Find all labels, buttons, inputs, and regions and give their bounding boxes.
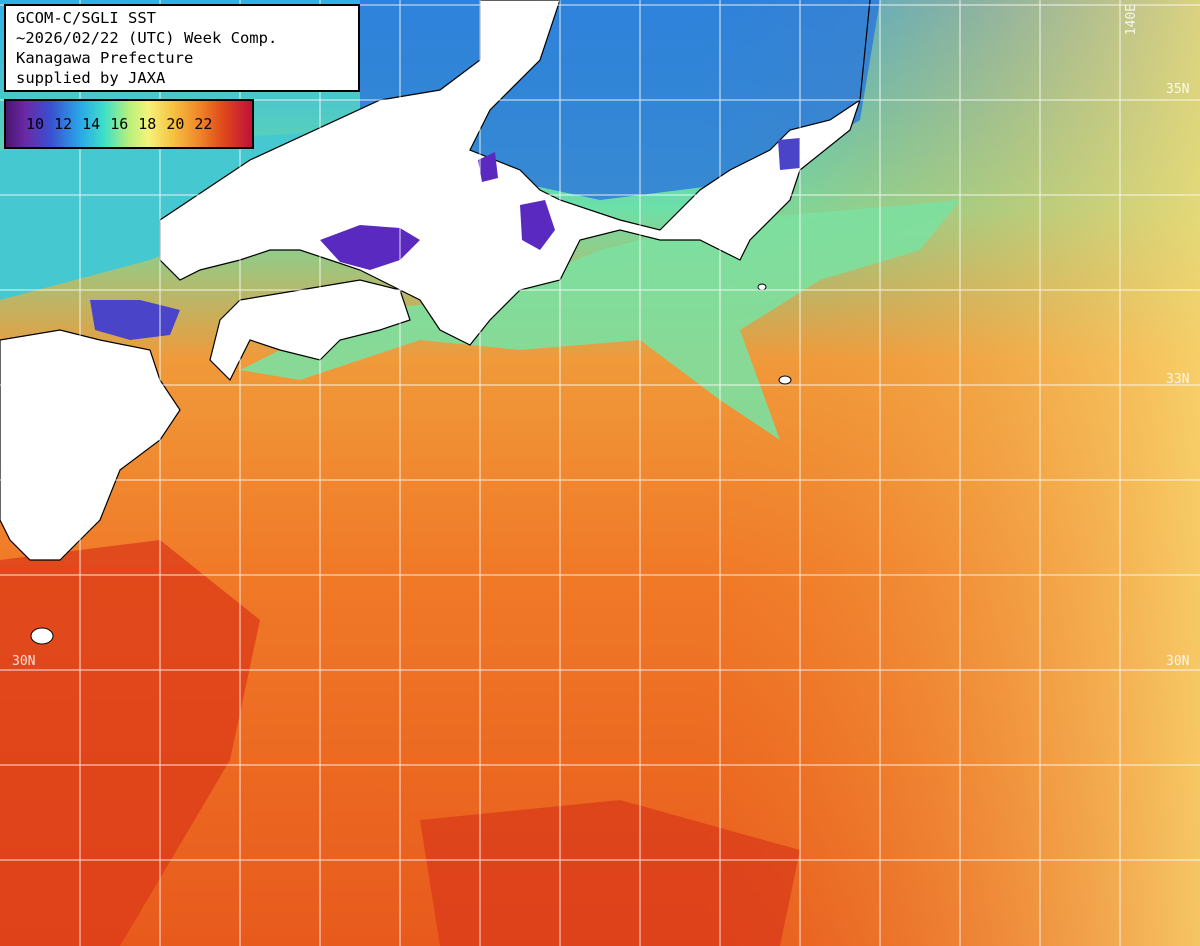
island-tanegashima	[30, 627, 54, 645]
title-line-1: GCOM-C/SGLI SST	[16, 9, 156, 27]
lat-label-35n: 35N	[1166, 82, 1190, 97]
title-line-4: supplied by JAXA	[16, 69, 166, 87]
legend-label-22: 22	[194, 115, 213, 133]
sea-hot-southwest	[0, 540, 260, 946]
lon-label-140e: 140E	[1124, 4, 1139, 36]
legend-labels: 10 12 14 16 18 20 22	[26, 115, 212, 133]
title-line-3: Kanagawa Prefecture	[16, 49, 194, 67]
legend-label-18: 18	[138, 115, 157, 133]
lat-label-30n-left: 30N	[12, 654, 36, 669]
lon-label-136e: 136E	[483, 4, 498, 36]
inland-sea-west	[90, 300, 180, 340]
island-miyake	[757, 283, 767, 291]
lat-label-30n-right: 30N	[1166, 654, 1190, 669]
sea-hot-south	[420, 800, 800, 946]
sea-coastal-cool	[240, 200, 960, 440]
temperature-legend: 10 12 14 16 18 20 22	[4, 99, 254, 149]
inland-sea-east	[320, 225, 420, 270]
lake-biwa	[478, 152, 498, 182]
title-box: GCOM-C/SGLI SST ~2026/02/22 (UTC) Week C…	[4, 4, 360, 92]
shikoku-land	[209, 279, 411, 382]
legend-label-20: 20	[166, 115, 185, 133]
legend-label-12: 12	[54, 115, 73, 133]
tokyo-bay	[778, 138, 800, 170]
title-line-2: ~2026/02/22 (UTC) Week Comp.	[16, 29, 278, 47]
legend-label-16: 16	[110, 115, 129, 133]
lat-label-33n: 33N	[1166, 372, 1190, 387]
kyushu-land	[0, 329, 181, 561]
island-hachijo	[778, 375, 792, 385]
legend-label-14: 14	[82, 115, 101, 133]
legend-label-10: 10	[26, 115, 45, 133]
ise-bay	[520, 200, 555, 250]
